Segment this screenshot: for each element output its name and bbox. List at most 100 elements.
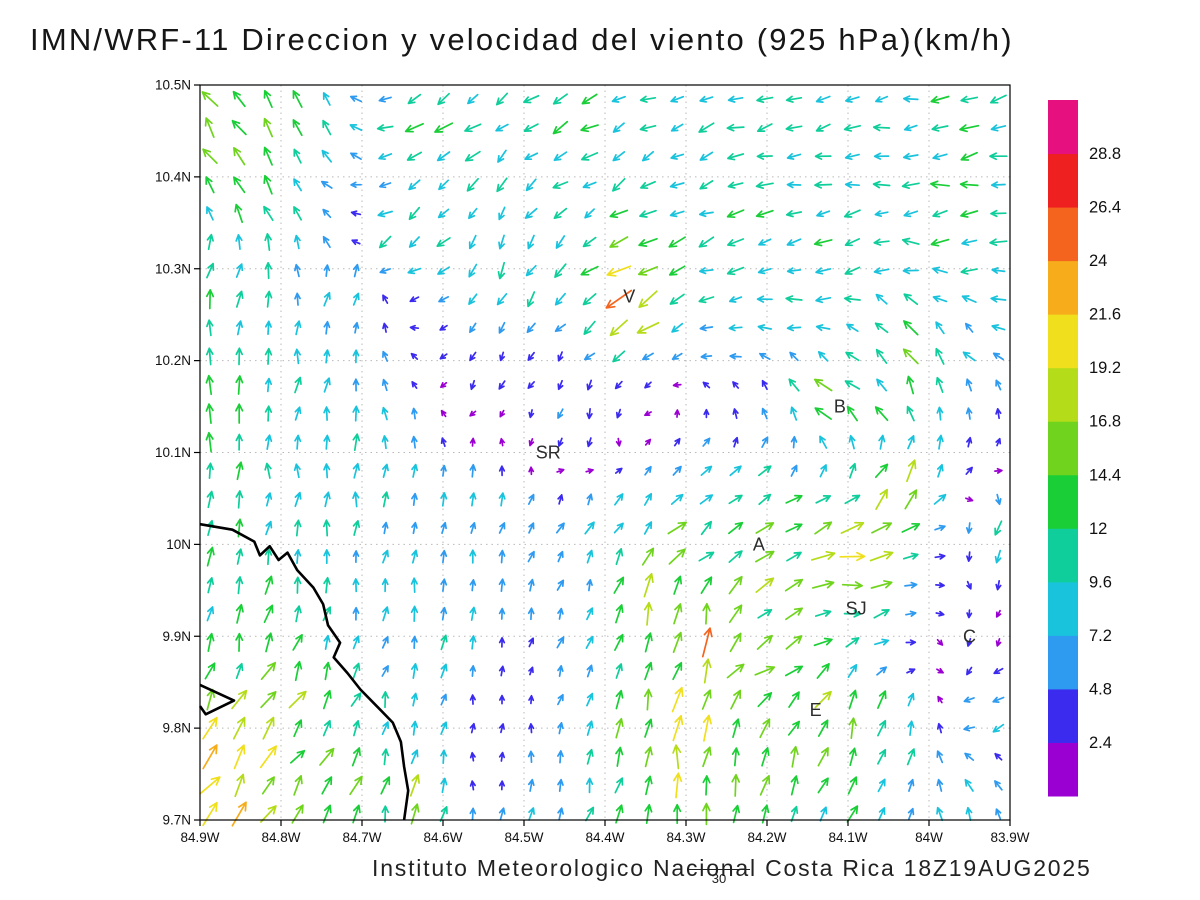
wind-arrow: [673, 575, 683, 595]
wind-arrow: [411, 381, 418, 389]
wind-arrow: [727, 181, 744, 189]
wind-arrow: [410, 577, 418, 593]
wind-arrow: [382, 463, 389, 478]
wind-arrow: [265, 632, 274, 653]
wind-arrow: [235, 433, 243, 451]
wind-arrow: [294, 660, 303, 682]
wind-arrow: [785, 523, 803, 533]
wind-arrow: [235, 290, 244, 308]
wind-arrow: [674, 409, 681, 418]
wind-arrow: [264, 347, 273, 365]
wind-arrow: [261, 776, 275, 795]
station-label: SR: [536, 443, 561, 463]
wind-arrow: [785, 295, 803, 303]
wind-arrow: [352, 349, 360, 364]
wind-arrow: [381, 748, 390, 766]
coastline: [199, 522, 410, 821]
wind-arrow: [815, 95, 831, 103]
wind-arrow: [407, 93, 422, 105]
wind-arrow: [875, 348, 888, 364]
wind-arrow: [199, 776, 221, 795]
wind-arrow: [557, 379, 564, 391]
wind-arrow: [907, 778, 915, 792]
wind-arrow: [265, 434, 273, 451]
lat-tick-label: 10.5N: [155, 78, 191, 93]
wind-arrow: [582, 236, 597, 248]
wind-arrow: [761, 407, 768, 420]
wind-arrow: [498, 637, 506, 648]
wind-arrow: [469, 635, 477, 650]
wind-arrow: [873, 152, 890, 160]
wind-arrow: [469, 807, 477, 821]
wind-arrow: [585, 777, 594, 794]
wind-arrow: [615, 717, 624, 739]
wind-arrow: [878, 807, 886, 821]
wind-arrow: [671, 352, 683, 361]
wind-arrow: [382, 322, 389, 333]
wind-arrow: [527, 550, 535, 563]
wind-arrow: [907, 692, 915, 707]
wind-arrow: [381, 435, 389, 450]
wind-arrow: [323, 349, 331, 364]
lat-tick-label: 9.7N: [162, 813, 191, 828]
wind-arrow: [440, 381, 448, 389]
wind-arrow: [586, 379, 593, 391]
wind-arrow: [586, 607, 594, 621]
wind-arrow: [557, 550, 564, 563]
wind-arrow: [755, 522, 775, 534]
wind-arrow: [410, 803, 420, 825]
wind-arrow: [206, 319, 214, 337]
wind-arrow: [352, 462, 360, 479]
wind-arrow: [434, 122, 454, 133]
wind-arrow: [754, 665, 776, 676]
wind-arrow: [498, 607, 506, 620]
wind-arrow: [758, 465, 772, 477]
wind-arrow: [206, 519, 215, 537]
wind-arrow: [728, 604, 743, 624]
wind-arrow: [323, 661, 332, 681]
wind-arrow: [235, 548, 244, 565]
wind-arrow: [819, 464, 827, 478]
wind-arrow: [813, 238, 833, 247]
wind-arrow: [440, 663, 448, 679]
wind-arrow: [294, 605, 302, 623]
wind-arrow: [991, 324, 1006, 331]
wind-arrow: [469, 379, 476, 391]
wind-arrow: [989, 94, 1007, 104]
wind-arrow: [755, 209, 774, 218]
wind-arrow: [965, 496, 974, 503]
wind-arrow: [555, 522, 565, 534]
lon-tick-label: 84.9W: [180, 830, 219, 845]
wind-arrow: [410, 720, 419, 736]
wind-arrow: [959, 124, 980, 133]
wind-arrow: [235, 234, 243, 250]
wind-arrow: [872, 123, 891, 132]
wind-arrow: [294, 376, 302, 394]
wind-arrow: [468, 234, 477, 250]
wind-arrow: [732, 718, 741, 739]
wind-arrow: [557, 607, 564, 620]
wind-arrow: [932, 153, 948, 161]
wind-arrow: [702, 714, 712, 742]
wind-arrow: [995, 638, 1002, 647]
wind-arrow: [323, 634, 331, 650]
wind-arrow: [378, 95, 392, 103]
lon-tick-label: 83.9W: [990, 830, 1029, 845]
wind-arrow: [960, 95, 979, 104]
wind-arrow: [233, 744, 246, 770]
wind-arrow: [584, 208, 595, 219]
wind-arrow: [964, 752, 975, 761]
wind-arrow: [586, 748, 594, 765]
wind-arrow: [206, 490, 215, 509]
wind-arrow: [905, 610, 917, 617]
wind-arrow: [381, 721, 390, 736]
wind-arrow: [644, 775, 653, 796]
wind-arrow: [408, 236, 420, 248]
wind-arrow: [702, 802, 711, 826]
wind-arrow: [288, 690, 307, 709]
wind-arrow: [409, 324, 420, 331]
wind-arrow: [349, 775, 363, 796]
wind-arrow: [934, 553, 946, 560]
wind-arrow: [411, 492, 418, 506]
wind-arrow: [670, 123, 684, 132]
